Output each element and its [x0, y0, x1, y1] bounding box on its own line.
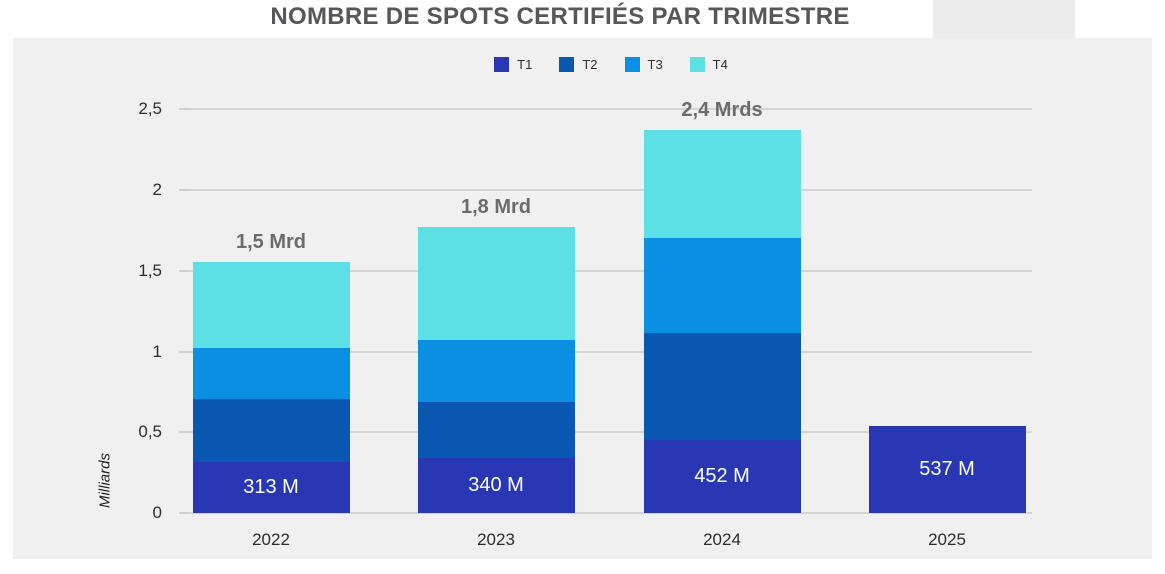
- bar-value-label: 313 M: [243, 475, 299, 498]
- y-axis-tick: [179, 108, 190, 111]
- bar-segment-T3-2024[interactable]: [643, 238, 801, 334]
- legend-item-T3[interactable]: T3: [624, 57, 663, 72]
- y-axis-tick: [179, 189, 190, 191]
- legend-swatch-T2: [559, 57, 575, 72]
- bar-total-label: 1,5 Mrd: [235, 231, 307, 254]
- bar-segment-T1-2023[interactable]: [417, 458, 575, 513]
- chart-panel: T1 T2 T3 T4 Milliards 0 0,5 1 1,5 2 2,5 1,5 Mrd 31…: [13, 38, 1152, 559]
- legend-swatch-T1: [494, 57, 510, 72]
- legend-label: T4: [712, 57, 728, 72]
- legend: T1 T2 T3 T4: [190, 57, 1032, 72]
- gridline-1,5: [190, 269, 1032, 272]
- bar-segment-T4-2023[interactable]: [417, 227, 575, 341]
- bar-value-label: 537 M: [919, 457, 975, 480]
- x-axis-label-2022: 2022: [252, 530, 290, 549]
- y-tick-label: 2,5: [138, 99, 162, 119]
- bar-total-label: 2,4 Mrds: [681, 98, 763, 121]
- y-tick-label: 1,5: [138, 260, 162, 280]
- y-tick-label: 2: [152, 180, 162, 199]
- legend-label: T1: [517, 57, 533, 72]
- bar-segment-T1-2024[interactable]: [643, 440, 801, 513]
- y-tick-label: 0,5: [138, 422, 162, 442]
- y-axis-tick: [179, 350, 190, 353]
- bar-segment-T1-2022[interactable]: [192, 462, 350, 513]
- x-axis-label-2024: 2024: [703, 530, 741, 549]
- chart-title: NOMBRE DE SPOTS CERTIFIÉS PAR TRIMESTRE: [270, 3, 850, 30]
- legend-label: T2: [582, 57, 598, 72]
- bar-total-label: 1,8 Mrd: [460, 196, 532, 219]
- bar-segment-T4-2024[interactable]: [643, 129, 801, 239]
- y-axis-tick: [179, 269, 190, 272]
- bar-value-label: 340 M: [468, 473, 524, 496]
- y-axis-tick: [179, 431, 190, 434]
- bar-segment-T3-2022[interactable]: [192, 347, 350, 400]
- bar-segment-T2-2022[interactable]: [192, 399, 350, 463]
- bar-value-label: 452 M: [694, 464, 750, 487]
- gridline-2: [190, 189, 1032, 191]
- x-axis-label-2025: 2025: [928, 530, 966, 549]
- legend-item-T4[interactable]: T4: [689, 57, 728, 72]
- bar-segment-T3-2023[interactable]: [417, 340, 575, 402]
- y-tick-label: 0: [152, 503, 162, 522]
- bar-segment-T2-2023[interactable]: [417, 401, 575, 459]
- gridline-0,5: [190, 431, 1032, 434]
- x-axis-label-2023: 2023: [477, 530, 515, 549]
- gridline-2,5: [190, 108, 1032, 111]
- legend-swatch-T4: [689, 57, 705, 72]
- legend-item-T2[interactable]: T2: [559, 57, 598, 72]
- y-tick-label: 1: [152, 341, 162, 361]
- decorative-shape-top: [933, 0, 1075, 41]
- y-axis-tick: [179, 512, 190, 514]
- legend-label: T3: [647, 57, 663, 72]
- bar-segment-T2-2024[interactable]: [643, 333, 801, 440]
- legend-item-T1[interactable]: T1: [494, 57, 532, 72]
- gridline-1: [190, 350, 1032, 353]
- gridline-0: [190, 512, 1032, 514]
- legend-swatch-T3: [624, 57, 640, 72]
- bar-segment-T1-2025[interactable]: [868, 426, 1026, 513]
- bar-segment-T4-2022[interactable]: [192, 262, 350, 348]
